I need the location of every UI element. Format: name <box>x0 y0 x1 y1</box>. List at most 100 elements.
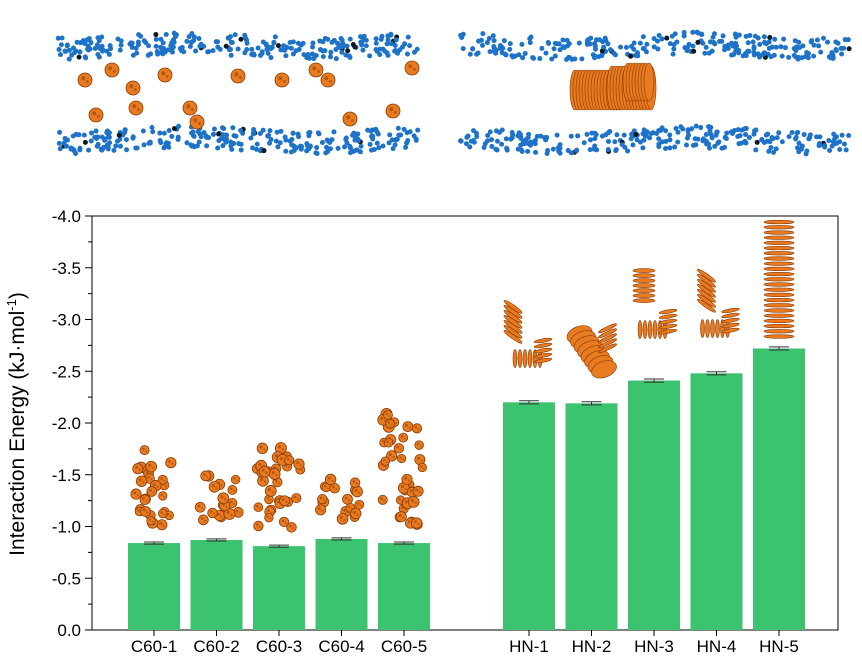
lipid-bead <box>816 43 822 49</box>
lipid-bead <box>248 135 254 141</box>
lipid-bead <box>489 137 495 143</box>
lipid-bead <box>94 136 100 142</box>
lipid-bead <box>519 148 525 154</box>
lipid-bead <box>143 40 149 46</box>
fullerene-cluster-inset <box>315 473 365 525</box>
lipid-bead <box>353 147 359 153</box>
lipid-bead <box>804 49 810 55</box>
fullerene-icon <box>324 473 337 486</box>
lipid-bead <box>94 42 100 48</box>
lipid-bead <box>244 37 250 43</box>
lipid-bead <box>474 134 480 140</box>
fullerene-icon <box>336 512 349 525</box>
nanoring-icon <box>700 319 705 338</box>
bar-c60-5 <box>378 543 430 630</box>
bar-hn-3 <box>628 380 680 630</box>
lipid-bead <box>520 55 526 61</box>
lipid-bead <box>171 39 177 45</box>
lipid-bead <box>196 36 202 42</box>
lipid-bead <box>550 146 556 152</box>
lipid-bead <box>643 49 649 55</box>
nanotube-membrane-snapshot <box>458 29 852 157</box>
nanoring-icon <box>652 320 658 339</box>
lipid-bead <box>375 131 381 137</box>
lipid-bead <box>218 136 224 142</box>
bar-hn-4 <box>690 373 743 630</box>
lipid-bead <box>171 126 177 132</box>
lipid-bead <box>129 44 135 50</box>
lipid-bead <box>667 145 673 151</box>
fullerene-icon <box>140 506 151 517</box>
lipid-bead <box>799 55 805 61</box>
fullerene-icon <box>383 410 393 420</box>
nanoring-icon <box>658 313 678 320</box>
nanoring-icon <box>763 303 795 308</box>
lipid-bead <box>478 37 484 43</box>
lipid-bead <box>839 51 845 57</box>
lipid-bead <box>283 44 289 50</box>
nanoring-icon <box>632 293 656 298</box>
lipid-bead <box>709 135 715 141</box>
lipid-bead <box>537 56 543 62</box>
lipid-bead <box>521 141 527 147</box>
lipid-bead <box>189 30 195 36</box>
lipid-bead <box>238 141 244 147</box>
lipid-bead <box>189 39 195 45</box>
fullerene-icon <box>208 481 221 493</box>
lipid-bead <box>323 144 329 150</box>
lipid-bead <box>191 133 197 139</box>
lipid-bead <box>489 143 495 149</box>
nanoring-icon <box>522 349 528 368</box>
lipid-bead <box>344 43 350 49</box>
lipid-bead <box>732 128 738 134</box>
lipid-bead <box>830 52 836 58</box>
lipid-bead <box>485 132 491 138</box>
y-tick-label: -0.5 <box>52 569 81 588</box>
lipid-bead <box>659 36 665 42</box>
lipid-bead <box>751 131 757 137</box>
lipid-bead <box>471 128 477 134</box>
nanoring-icon <box>533 357 553 364</box>
lipid-bead <box>731 51 737 57</box>
lipid-bead <box>510 132 516 138</box>
lipid-bead <box>223 43 229 49</box>
lipid-bead <box>56 46 62 52</box>
lipid-bead <box>86 147 92 153</box>
lipid-bead <box>76 54 82 60</box>
lipid-bead <box>811 53 817 59</box>
lipid-bead <box>278 47 284 53</box>
lipid-bead <box>675 139 681 145</box>
lipid-bead <box>226 35 232 41</box>
bars <box>128 346 805 630</box>
lipid-bead <box>631 40 637 46</box>
nanoring-icon <box>643 62 655 102</box>
lipid-bead <box>628 53 634 59</box>
lipid-bead <box>690 29 696 35</box>
lipid-bead <box>310 44 316 50</box>
lipid-bead <box>59 35 65 41</box>
lipid-bead <box>117 47 123 53</box>
lipid-bead <box>820 35 826 41</box>
fullerene-icon <box>414 440 424 450</box>
lipid-bead <box>263 41 269 47</box>
lipid-bead <box>333 46 339 52</box>
lipid-bead <box>722 134 728 140</box>
fullerene-icon <box>157 67 173 83</box>
lipid-bead <box>331 37 337 43</box>
fullerene-icon <box>165 457 177 469</box>
lipid-bead <box>106 130 112 136</box>
y-tick-label: -4.0 <box>52 207 81 226</box>
x-tick-label: C60-4 <box>318 637 364 656</box>
nanoring-icon <box>642 320 648 339</box>
lipid-bead <box>793 134 799 140</box>
lipid-bead <box>766 148 772 154</box>
lipid-bead <box>128 40 134 46</box>
x-tick-label: HN-2 <box>572 637 612 656</box>
lipid-bead <box>117 136 123 142</box>
lipid-bead <box>323 150 329 156</box>
lipid-bead <box>487 129 493 135</box>
nanoring-icon <box>598 328 617 339</box>
lipid-bead <box>150 129 156 135</box>
lipid-bead <box>592 43 598 49</box>
lipid-bead <box>57 146 63 152</box>
